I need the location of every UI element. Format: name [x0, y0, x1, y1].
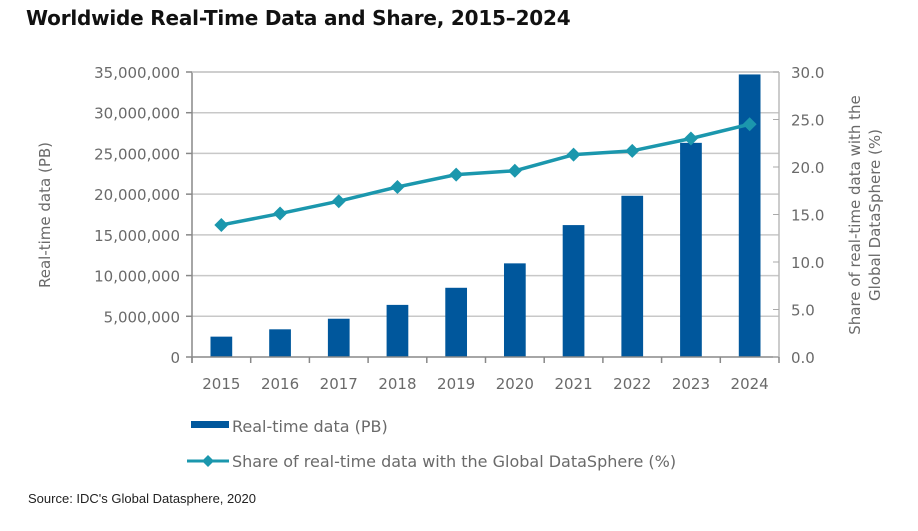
chart-title: Worldwide Real-Time Data and Share, 2015… — [26, 6, 571, 30]
y-tick-label: 10,000,000 — [94, 268, 180, 286]
y2-tick-label: 15.0 — [791, 207, 824, 225]
line-point-2019 — [449, 167, 464, 182]
y2-tick-label: 10.0 — [791, 254, 824, 272]
line-point-2017 — [331, 194, 346, 209]
y-tick-label: 0 — [170, 349, 180, 367]
bar-2022 — [621, 195, 644, 357]
y2-tick-label: 0.0 — [791, 349, 815, 367]
y2-tick-label: 30.0 — [791, 64, 824, 82]
bar-series — [210, 74, 761, 357]
legend-label-bar: Real-time data (PB) — [232, 417, 388, 436]
source-note: Source: IDC's Global Datasphere, 2020 — [28, 491, 256, 506]
x-tick-label: 2017 — [320, 375, 358, 393]
x-tick-label: 2019 — [437, 375, 475, 393]
x-tick-label: 2021 — [554, 375, 592, 393]
bar-2023 — [680, 142, 702, 357]
y2-tick-label: 25.0 — [791, 112, 824, 130]
x-tick-label: 2022 — [613, 375, 651, 393]
x-tick-label: 2016 — [261, 375, 299, 393]
y-tick-label: 20,000,000 — [94, 186, 180, 204]
bar-2015 — [210, 336, 233, 357]
x-tick-label: 2015 — [202, 375, 240, 393]
y2-tick-label: 20.0 — [791, 159, 824, 177]
x-tick-label: 2023 — [672, 375, 710, 393]
x-axis-ticks: 2015 2016 2017 2018 2019 2020 2021 2022 2023 2024 — [191, 357, 780, 393]
line-series — [214, 117, 757, 232]
legend: Real-time data (PB) Share of real-time d… — [187, 417, 676, 471]
left-axis-title: Real-time data (PB) — [36, 142, 54, 288]
right-axis-title-line1: Share of real-time data with the — [846, 95, 864, 335]
y-tick-label: 5,000,000 — [104, 308, 180, 326]
left-axis-ticks: 0 5,000,000 10,000,000 15,000,000 20,000,000… — [94, 64, 192, 367]
y-tick-label: 35,000,000 — [94, 64, 180, 82]
bar-2020 — [503, 263, 526, 357]
right-axis-ticks: 0.0 5.0 10.0 15.0 20.0 25.0 30.0 — [773, 64, 824, 367]
legend-label-line: Share of real-time data with the Global … — [232, 452, 676, 471]
bar-2018 — [386, 304, 409, 357]
bar-2019 — [445, 287, 468, 357]
line-point-2022 — [625, 143, 640, 158]
y2-tick-label: 5.0 — [791, 302, 815, 320]
y-tick-label: 25,000,000 — [94, 145, 180, 163]
y-tick-label: 15,000,000 — [94, 227, 180, 245]
right-axis-title-line2: Global DataSphere (%) — [866, 129, 884, 301]
bar-2017 — [327, 318, 350, 357]
line-point-2020 — [507, 163, 522, 178]
share-line — [221, 122, 751, 227]
x-tick-label: 2020 — [496, 375, 534, 393]
bar-2016 — [269, 329, 291, 357]
bar-2024 — [738, 74, 761, 357]
x-tick-label: 2024 — [731, 375, 769, 393]
line-point-2018 — [390, 179, 405, 194]
line-point-2021 — [566, 147, 581, 162]
x-tick-label: 2018 — [378, 375, 416, 393]
legend-marker-diamond — [202, 455, 214, 467]
line-point-2015 — [214, 217, 229, 232]
line-point-2024 — [742, 117, 757, 132]
bar-2021 — [562, 225, 585, 357]
line-point-2023 — [683, 131, 698, 146]
y-tick-label: 30,000,000 — [94, 105, 180, 123]
legend-swatch-bar — [191, 421, 229, 428]
line-point-2016 — [273, 206, 288, 221]
